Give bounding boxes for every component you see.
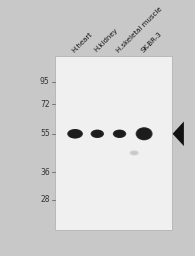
Ellipse shape [131,151,138,155]
Text: 55: 55 [40,129,50,138]
Ellipse shape [69,130,81,138]
Ellipse shape [92,130,103,137]
Ellipse shape [117,131,122,136]
Bar [72,82,154,204]
Bar [107,135,119,152]
Ellipse shape [93,130,102,137]
Bar [96,117,131,169]
Ellipse shape [72,131,78,137]
Bar [58,61,169,226]
Ellipse shape [71,131,79,137]
Ellipse shape [138,129,150,139]
Ellipse shape [115,131,124,137]
Bar [110,139,116,148]
Text: H.skeletal muscle: H.skeletal muscle [115,5,163,53]
Ellipse shape [130,151,138,155]
Bar [90,109,136,178]
Text: 36: 36 [40,168,50,177]
Ellipse shape [73,131,77,136]
Bar [87,104,139,183]
Bar [66,74,160,213]
Ellipse shape [95,131,99,136]
Polygon shape [173,122,184,146]
Bar [55,56,172,230]
Ellipse shape [136,128,152,140]
Ellipse shape [70,130,81,138]
Ellipse shape [114,130,125,137]
Ellipse shape [93,131,101,137]
Ellipse shape [68,129,82,138]
Bar [55,56,172,230]
Text: H.kidney: H.kidney [93,27,119,53]
Ellipse shape [91,130,103,138]
Ellipse shape [139,129,149,139]
Ellipse shape [94,131,101,137]
Ellipse shape [141,130,147,138]
Text: H.heart: H.heart [71,31,93,53]
Ellipse shape [131,151,137,154]
Text: 28: 28 [40,195,50,205]
Text: 95: 95 [40,77,50,86]
Ellipse shape [90,130,104,138]
Ellipse shape [67,129,83,138]
Bar [93,113,134,174]
Bar [60,65,166,222]
Bar [104,130,122,156]
Ellipse shape [136,127,152,140]
Bar [101,126,125,161]
Ellipse shape [129,150,139,156]
Bar [81,95,145,191]
Bar [63,69,163,217]
Ellipse shape [137,128,151,140]
Ellipse shape [113,130,126,138]
Bar [98,122,128,165]
Text: 72: 72 [40,100,50,109]
Bar [69,78,157,209]
Text: SK-BR-3: SK-BR-3 [140,30,163,53]
Ellipse shape [95,131,100,136]
Ellipse shape [142,130,147,137]
Ellipse shape [118,131,121,136]
Bar [78,91,148,196]
Ellipse shape [116,131,123,137]
Ellipse shape [140,129,148,138]
Bar [75,87,151,200]
Ellipse shape [70,130,80,137]
Bar [84,100,142,187]
Ellipse shape [115,130,124,137]
Ellipse shape [113,130,126,138]
